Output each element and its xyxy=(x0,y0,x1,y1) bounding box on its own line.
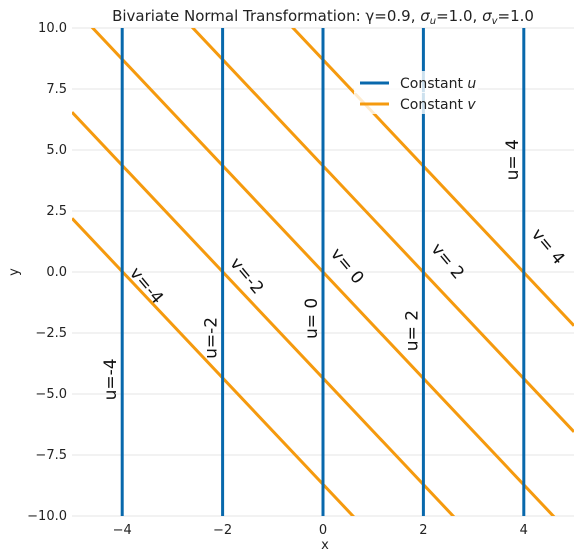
u-line-label: u= 0 xyxy=(302,298,322,339)
legend-label: Constant v xyxy=(400,97,476,113)
legend-label: Constant u xyxy=(400,76,476,92)
title-sigma-u-value: =1.0, xyxy=(436,7,482,25)
y-tick-label: 7.5 xyxy=(46,82,67,97)
x-tick-label: −4 xyxy=(113,523,132,538)
y-tick-label: 2.5 xyxy=(46,204,67,219)
legend-label-var: u xyxy=(467,76,476,92)
y-tick-label: 0.0 xyxy=(46,265,67,280)
u-line-label: u=-2 xyxy=(202,317,222,359)
v-line-label: v=-4 xyxy=(125,264,167,308)
title-sigma-v: σ xyxy=(482,7,492,25)
y-tick-label: −2.5 xyxy=(35,326,67,341)
legend-label-text: Constant xyxy=(400,97,467,113)
u-line-label: u=-4 xyxy=(101,358,121,400)
constant-u-lines xyxy=(120,28,526,516)
legend-bg xyxy=(354,71,478,93)
axes: −4 −2 0 2 4 −10.0 −7.5 −5.0 −2.5 0.0 2.5 5.0 7.5 10.0… xyxy=(7,21,528,553)
u-line-label: u= 2 xyxy=(402,310,422,351)
x-tick-label: 0 xyxy=(319,523,327,538)
v-line-label: v=-2 xyxy=(226,254,268,298)
y-tick-label: 10.0 xyxy=(38,21,67,36)
x-axis-title: x xyxy=(321,538,329,553)
u-line-label: u= 4 xyxy=(503,139,523,180)
legend-label-text: Constant xyxy=(400,76,467,92)
y-tick-label: −5.0 xyxy=(35,387,67,402)
title-prefix: Bivariate Normal Transformation: γ=0.9, xyxy=(112,7,420,25)
title-sigma-u-sub: u xyxy=(430,16,436,27)
y-axis-title: y xyxy=(7,268,22,276)
y-tick-label: −10.0 xyxy=(27,509,67,524)
title-sigma-v-value: =1.0 xyxy=(498,7,534,25)
legend-label-var: v xyxy=(467,97,476,113)
chart-title: Bivariate Normal Transformation: γ=0.9, … xyxy=(112,7,534,27)
y-tick-label: 5.0 xyxy=(46,143,67,158)
y-tick-label: −7.5 xyxy=(35,448,67,463)
v-line-label: v= 2 xyxy=(427,240,468,284)
x-tick-label: 2 xyxy=(419,523,427,538)
legend-bg xyxy=(354,92,478,114)
title-sigma-u: σ xyxy=(420,7,430,25)
title-sigma-v-sub: v xyxy=(492,16,499,27)
x-tick-label: 4 xyxy=(520,523,528,538)
v-line-label: v= 4 xyxy=(527,225,568,269)
x-tick-label: −2 xyxy=(213,523,232,538)
